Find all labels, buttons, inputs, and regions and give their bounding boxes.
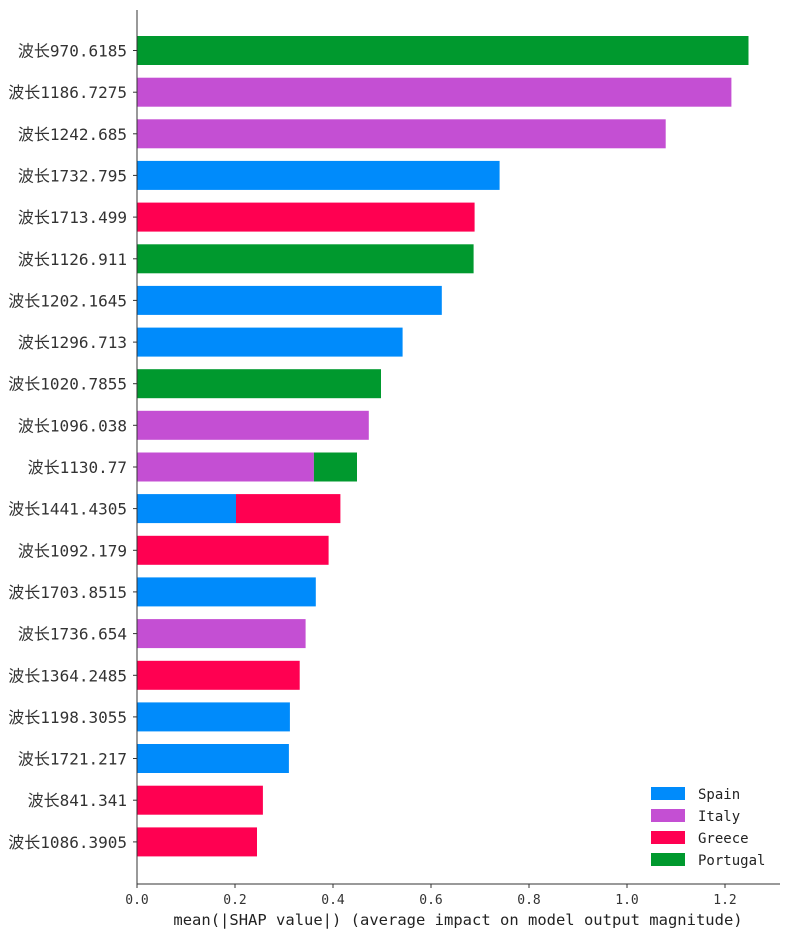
y-tick-label: 波长1296.713: [18, 333, 127, 352]
bar-spain-3: [137, 160, 500, 190]
x-tick-label: 0.0: [125, 893, 148, 908]
y-tick-group: 波长970.6185 波长1186.7275 波长1242.685 波长1732.79…: [8, 42, 137, 852]
legend: Spain Italy Greece Portugal: [651, 787, 765, 869]
y-tick-label: 波长1364.2485: [8, 666, 127, 685]
legend-swatch-greece: [651, 831, 685, 844]
y-tick-label: 波长1126.911: [18, 250, 127, 269]
x-tick-group: 0.0 0.2 0.4 0.6 0.8 1.0 1.2: [125, 884, 737, 908]
y-tick-label: 波长1242.685: [18, 125, 127, 144]
bar-greece-18: [137, 785, 263, 815]
bar-portugal-10: [313, 452, 357, 482]
legend-swatch-italy: [651, 809, 685, 822]
legend-swatch-portugal: [651, 853, 685, 866]
x-tick-label: 1.2: [713, 893, 736, 908]
bar-portugal-0: [137, 36, 749, 65]
legend-swatch-spain: [651, 787, 685, 800]
y-tick-label: 波长1086.3905: [8, 833, 127, 852]
bar-greece-15: [137, 660, 300, 690]
bar-italy-9: [137, 410, 369, 440]
bar-spain-6: [137, 285, 442, 315]
bar-spain-16: [137, 702, 290, 732]
y-tick-label: 波长1736.654: [18, 625, 127, 644]
bar-italy-14: [137, 619, 306, 649]
legend-label-italy: Italy: [698, 809, 740, 825]
bar-portugal-5: [137, 244, 474, 274]
y-tick-label: 波长1732.795: [18, 166, 127, 185]
x-tick-label: 0.4: [321, 893, 345, 908]
x-tick-label: 1.0: [615, 893, 638, 908]
y-tick-label: 波长1721.217: [18, 750, 127, 769]
y-tick-label: 波长1096.038: [18, 416, 127, 435]
bar-spain-13: [137, 577, 316, 607]
bar-italy-10: [137, 452, 314, 482]
x-axis-title: mean(|SHAP value|) (average impact on mo…: [173, 911, 742, 929]
bar-spain-17: [137, 744, 289, 773]
x-tick-label: 0.8: [517, 893, 540, 908]
bar-greece-19: [137, 827, 257, 857]
y-tick-label: 波长970.6185: [18, 42, 127, 61]
bars-group: [137, 36, 749, 857]
x-tick-label: 0.6: [419, 893, 442, 908]
y-tick-label: 波长841.341: [28, 791, 127, 810]
y-tick-label: 波长1186.7275: [8, 83, 127, 102]
bar-spain-7: [137, 327, 403, 357]
bar-greece-12: [137, 535, 329, 565]
y-tick-label: 波长1441.4305: [8, 500, 127, 519]
bar-italy-1: [137, 77, 732, 107]
bar-portugal-8: [137, 369, 381, 399]
legend-label-greece: Greece: [698, 831, 749, 847]
bar-italy-2: [137, 119, 666, 149]
y-tick-label: 波长1020.7855: [8, 375, 127, 394]
y-tick-label: 波长1198.3055: [8, 708, 127, 727]
bar-greece-4: [137, 202, 475, 232]
bar-spain-11: [137, 494, 236, 524]
bar-greece-11: [236, 494, 341, 524]
y-tick-label: 波长1092.179: [18, 541, 127, 560]
y-tick-label: 波长1130.77: [28, 458, 127, 477]
legend-label-portugal: Portugal: [698, 853, 765, 869]
legend-label-spain: Spain: [698, 787, 740, 803]
y-tick-label: 波长1202.1645: [8, 291, 127, 310]
y-tick-label: 波长1713.499: [18, 208, 127, 227]
y-tick-label: 波长1703.8515: [8, 583, 127, 602]
x-tick-label: 0.2: [223, 893, 246, 908]
